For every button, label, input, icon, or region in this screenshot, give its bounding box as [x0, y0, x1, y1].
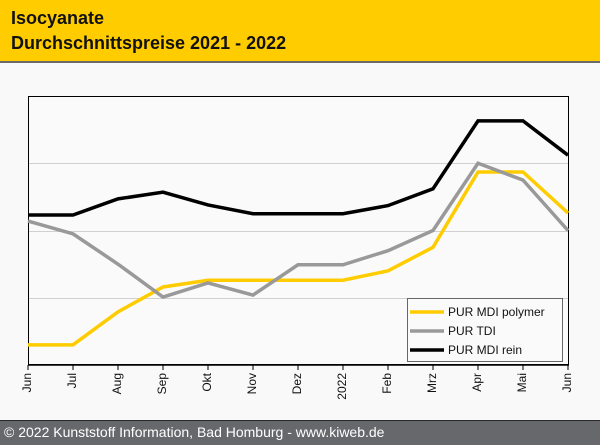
legend: PUR MDI polymer PUR TDI PUR MDI rein [407, 298, 563, 362]
legend-label: PUR MDI polymer [448, 305, 545, 319]
copyright-text: © 2022 Kunststoff Information, Bad Hombu… [4, 424, 385, 440]
x-tick-label: Jun [20, 373, 34, 392]
x-tick-label: Sep [155, 373, 169, 395]
series-line-pur-mdi-polymer [28, 170, 570, 347]
x-tick-label: Nov [245, 373, 259, 394]
x-tick-label: Feb [380, 373, 394, 394]
footer: © 2022 Kunststoff Information, Bad Hombu… [0, 420, 600, 445]
legend-label: PUR MDI rein [448, 343, 522, 357]
x-tick-label: Okt [200, 372, 214, 391]
line-chart: Jun Jul Aug Sep Okt Nov Dez 2022 Feb Mrz Apr Mai Jun… [20, 96, 574, 400]
chart-title-line2: Durchschnittspreise 2021 - 2022 [11, 33, 287, 53]
series-line-pur-tdi [27, 161, 570, 300]
x-tick-label: Mai [515, 373, 529, 392]
x-tick-label: Mrz [425, 373, 439, 393]
x-tick-label: Apr [470, 373, 484, 392]
x-tick-label: Jul [65, 373, 79, 388]
chart-title-line1: Isocyanate [11, 8, 105, 28]
legend-label: PUR TDI [448, 324, 496, 338]
x-tick-label: 2022 [335, 373, 349, 400]
x-tick-label: Dez [290, 373, 304, 394]
x-tick-label: Aug [110, 373, 124, 394]
x-tick-label: Jun [560, 373, 574, 392]
series-line-pur-mdi-rein [28, 119, 570, 217]
chart-header: Isocyanate Durchschnittspreise 2021 - 20… [0, 0, 600, 63]
